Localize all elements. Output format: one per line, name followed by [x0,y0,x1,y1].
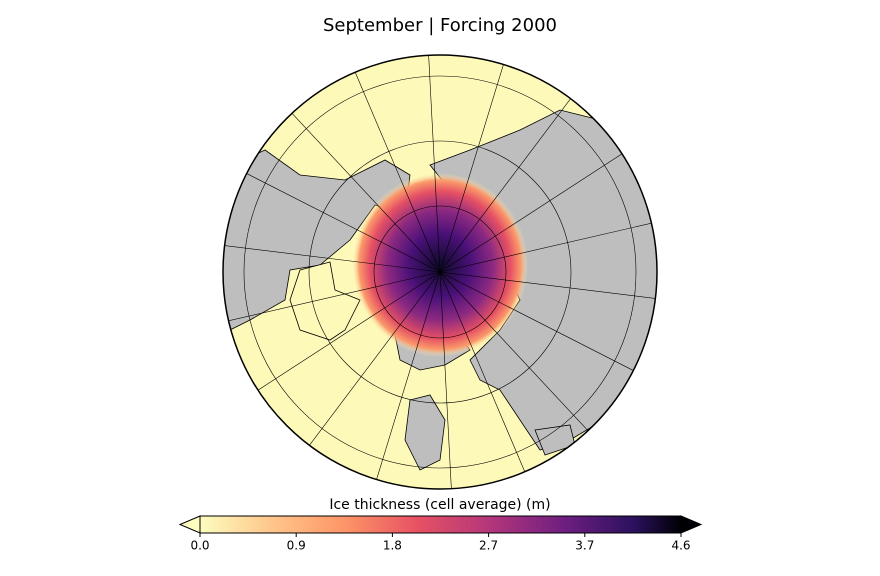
hudson-bay [289,261,361,341]
meridian [439,271,598,441]
colorbar [199,515,682,534]
title: September | Forcing 2000 [323,15,557,36]
meridian [439,88,579,273]
colorbar-tick-label: 4.6 [671,539,690,553]
colorbar-tick-label: 0.9 [287,539,306,553]
meridian [439,55,508,273]
meridian [246,271,441,398]
meridian [439,219,657,273]
meridian [234,167,441,273]
colorbar-tick-label: 0.0 [190,539,209,553]
meridian [439,271,531,484]
meridian [439,271,453,489]
colorbar-label: Ice thickness (cell average) (m) [329,497,550,513]
colorbar-extend-max [680,515,703,534]
colorbar-ticks: 0.0 0.9 1.8 2.7 3.7 4.6 [190,533,691,553]
meridian [223,243,441,273]
meridian [439,146,634,273]
colorbar-tick-label: 2.7 [479,539,498,553]
colorbar-extend-min [178,515,201,534]
meridian [301,271,441,456]
meridian [427,55,441,273]
meridian [349,60,441,273]
meridian [372,271,441,489]
meridian [223,271,441,325]
graticule [223,55,657,489]
sea-ice [352,173,528,357]
latitude-circle [308,140,572,404]
map [223,55,657,489]
map-border [222,54,658,490]
colorbar-tick-label: 1.8 [383,539,402,553]
meridian [439,271,646,377]
colorbar-tick-label: 3.7 [575,539,594,553]
meridian [282,103,441,273]
meridian [439,271,657,301]
land-scandinavia [404,394,446,471]
latitude-circle [373,205,507,339]
latitude-circle [243,75,637,469]
